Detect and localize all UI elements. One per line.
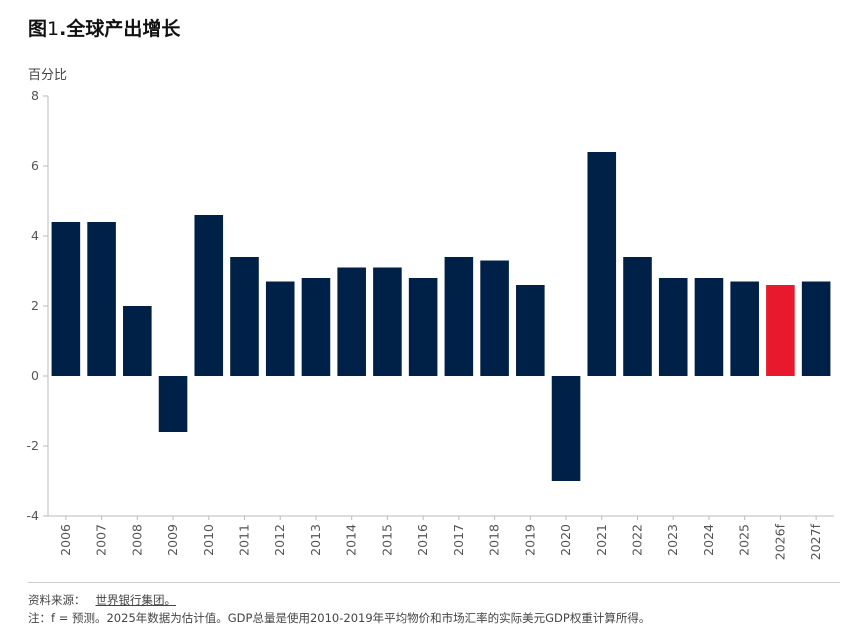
bar-2021 <box>587 152 617 376</box>
y-axis-label: 百分比 <box>28 68 68 83</box>
title-text: .全球产出增长 <box>59 18 181 40</box>
x-tick-label: 2017 <box>451 524 466 556</box>
title-number: 1 <box>47 18 60 40</box>
bar-2011 <box>230 257 259 376</box>
bar-2012 <box>265 281 295 376</box>
bar-2017 <box>444 257 474 376</box>
x-tick-label: 2009 <box>165 524 180 556</box>
bar-2019 <box>516 285 545 376</box>
bar-2024 <box>694 278 724 376</box>
x-tick-label: 2010 <box>201 524 216 556</box>
bar-chart: 8 6 4 2 0 -2 -4 2006 2007 2008 2009 2010 2011 2012 201… <box>27 88 834 560</box>
x-tick-label: 2024 <box>701 524 716 556</box>
x-tick-label: 2015 <box>379 524 394 556</box>
bar-2018 <box>480 260 509 376</box>
x-tick-label: 2018 <box>487 524 502 556</box>
bar-2009 <box>158 376 188 432</box>
x-tick-label: 2023 <box>665 524 680 556</box>
x-tick-label: 2020 <box>558 524 573 556</box>
y-tick-label: 8 <box>31 88 39 103</box>
x-tick-label: 2008 <box>129 524 144 556</box>
y-tick-label: 4 <box>31 228 39 243</box>
bar-2008 <box>123 306 152 376</box>
bar-2006 <box>51 222 81 376</box>
bar-2020 <box>551 376 581 481</box>
footer-divider <box>28 582 840 583</box>
bar-2013 <box>301 278 331 376</box>
x-tick-label: 2019 <box>522 524 537 556</box>
y-tick-label: 6 <box>31 158 39 173</box>
title-prefix: 图 <box>28 18 48 40</box>
x-tick-label: 2006 <box>58 524 73 556</box>
bar-2025 <box>730 281 759 376</box>
x-tick-label: 2021 <box>594 524 609 556</box>
y-tick-label: -4 <box>27 508 40 523</box>
bar-2027f <box>801 281 831 376</box>
bar-2010 <box>194 215 224 376</box>
x-tick-label: 2007 <box>94 524 109 556</box>
x-tick-label: 2025 <box>737 524 752 556</box>
y-tick-label: -2 <box>27 438 39 453</box>
x-tick-label: 2026f <box>772 523 787 560</box>
y-tick-label: 0 <box>31 368 39 383</box>
chart-title: 图1.全球产出增长 <box>28 14 180 41</box>
bar-2016 <box>408 278 438 376</box>
x-tick-label: 2016 <box>415 524 430 556</box>
footnote: 注：f = 预测。2025年数据为估计值。GDP总量是使用2010-2019年平… <box>28 611 651 625</box>
bar-2007 <box>87 222 116 376</box>
x-tick-label: 2027f <box>808 523 823 560</box>
x-tick-label: 2014 <box>344 524 359 556</box>
x-tick-label: 2011 <box>237 524 252 556</box>
source-line: 资料来源： 世界银行集团。 <box>28 592 176 608</box>
x-tick-label: 2012 <box>272 524 287 556</box>
x-tick-label: 2013 <box>308 524 323 556</box>
bar-2022 <box>623 257 652 376</box>
y-tick-label: 2 <box>31 298 39 313</box>
x-tick-label: 2022 <box>630 524 645 556</box>
source-link[interactable]: 世界银行集团。 <box>95 593 177 607</box>
bar-2023 <box>658 278 688 376</box>
bar-2026f <box>766 285 795 376</box>
bar-2015 <box>373 267 402 376</box>
bar-2014 <box>337 267 366 376</box>
source-label: 资料来源： <box>28 593 86 607</box>
